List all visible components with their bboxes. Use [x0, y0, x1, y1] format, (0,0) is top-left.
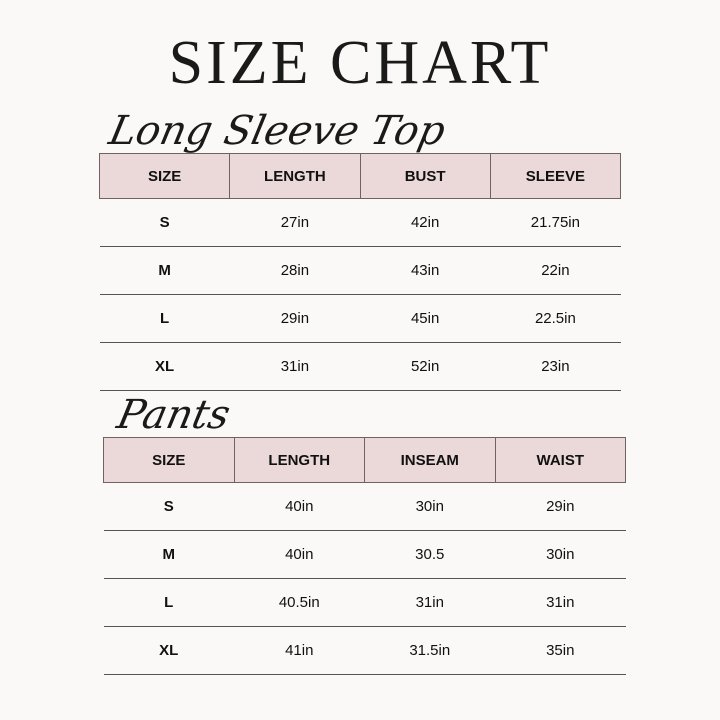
table-row: XL 41in 31.5in 35in — [103, 626, 626, 675]
measurement-cell: 40.5in — [234, 578, 365, 627]
page-title: SIZE CHART — [168, 29, 552, 97]
table-header-row: SIZE LENGTH INSEAM WAIST — [103, 437, 626, 483]
measurement-cell: 41in — [234, 626, 365, 675]
column-header: SLEEVE — [489, 153, 622, 199]
measurement-cell: 31.5in — [364, 626, 495, 675]
size-cell: XL — [103, 626, 234, 675]
table-row: S 40in 30in 29in — [103, 482, 626, 531]
section-heading-pants: Pants — [113, 392, 235, 438]
measurement-cell: 31in — [364, 578, 495, 627]
measurement-cell: 22.5in — [490, 294, 621, 343]
column-header: SIZE — [98, 153, 231, 199]
measurement-cell: 27in — [229, 198, 360, 247]
size-cell: M — [103, 530, 234, 579]
column-header: LENGTH — [233, 437, 365, 483]
table-row: M 40in 30.5 30in — [103, 530, 626, 579]
column-header: LENGTH — [229, 153, 361, 199]
table-row: M 28in 43in 22in — [99, 246, 621, 295]
size-cell: S — [99, 198, 230, 247]
column-header: WAIST — [494, 437, 626, 483]
measurement-cell: 21.75in — [490, 198, 621, 247]
size-cell: XL — [99, 342, 230, 391]
column-header: INSEAM — [364, 437, 496, 483]
table-row: XL 31in 52in 23in — [99, 342, 621, 391]
measurement-cell: 22in — [490, 246, 621, 295]
measurement-cell: 30.5 — [364, 530, 495, 579]
measurement-cell: 31in — [229, 342, 360, 391]
size-cell: L — [103, 578, 234, 627]
measurement-cell: 43in — [360, 246, 491, 295]
size-cell: S — [103, 482, 234, 531]
measurement-cell: 30in — [495, 530, 626, 579]
measurement-cell: 45in — [360, 294, 491, 343]
table-row: L 29in 45in 22.5in — [99, 294, 621, 343]
size-cell: L — [99, 294, 230, 343]
table-header-row: SIZE LENGTH BUST SLEEVE — [98, 153, 622, 199]
measurement-cell: 52in — [360, 342, 491, 391]
column-header: SIZE — [103, 437, 235, 483]
table-row: S 27in 42in 21.75in — [99, 198, 621, 247]
measurement-cell: 29in — [495, 482, 626, 531]
measurement-cell: 28in — [229, 246, 360, 295]
measurement-cell: 31in — [495, 578, 626, 627]
pants-size-table: SIZE LENGTH INSEAM WAIST S 40in 30in 29in M 40in… — [103, 437, 626, 675]
column-header: BUST — [359, 153, 491, 199]
section-heading-tops: Long Sleeve Top — [105, 108, 450, 154]
measurement-cell: 42in — [360, 198, 491, 247]
table-row: L 40.5in 31in 31in — [103, 578, 626, 627]
tops-size-table: SIZE LENGTH BUST SLEEVE S 27in 42in 21.75in M 28… — [98, 153, 622, 391]
measurement-cell: 40in — [234, 482, 365, 531]
measurement-cell: 40in — [234, 530, 365, 579]
measurement-cell: 23in — [490, 342, 621, 391]
measurement-cell: 30in — [364, 482, 495, 531]
measurement-cell: 35in — [495, 626, 626, 675]
size-cell: M — [99, 246, 230, 295]
measurement-cell: 29in — [229, 294, 360, 343]
